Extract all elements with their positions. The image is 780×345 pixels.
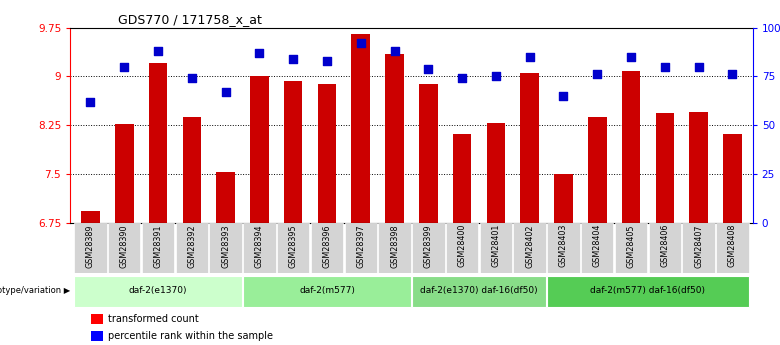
Bar [317,84,336,223]
Text: transformed count: transformed count [108,314,199,324]
Point [186,76,198,81]
Point [118,64,130,69]
Bar [216,172,235,223]
Text: GSM28393: GSM28393 [221,224,230,267]
Text: daf-2(m577): daf-2(m577) [299,286,355,295]
Point [84,99,97,105]
Text: GSM28401: GSM28401 [491,224,501,267]
Point [287,56,300,61]
Bar [183,117,201,223]
Bar [352,34,370,223]
Bar [310,223,343,273]
Text: daf-2(e1370): daf-2(e1370) [129,286,187,295]
Bar [520,73,539,223]
Bar [90,314,103,324]
Bar [649,223,681,273]
Text: GSM28398: GSM28398 [390,224,399,267]
Point [591,72,604,77]
Bar [250,76,268,223]
Text: GSM28390: GSM28390 [120,224,129,267]
Point [422,66,434,71]
Bar [588,117,607,223]
Point [321,58,333,63]
Point [658,64,671,69]
Point [219,89,232,95]
Bar [581,223,614,273]
Text: GSM28406: GSM28406 [661,224,669,267]
Bar [243,223,275,273]
Bar [378,223,411,273]
Text: GSM28400: GSM28400 [458,224,466,267]
Bar [453,134,471,223]
Bar [412,223,445,273]
Bar [243,276,411,307]
Text: GSM28404: GSM28404 [593,224,602,267]
Point [523,54,536,60]
Bar [385,53,404,223]
Bar [284,81,303,223]
Text: GSM28396: GSM28396 [322,224,332,267]
Text: GSM28402: GSM28402 [525,224,534,267]
Text: genotype/variation ▶: genotype/variation ▶ [0,286,70,295]
Bar [74,223,107,273]
Bar [622,71,640,223]
Bar [419,84,438,223]
Point [625,54,637,60]
Bar [690,112,708,223]
Point [693,64,705,69]
Bar [412,276,546,307]
Text: GSM28389: GSM28389 [86,224,95,267]
Bar [90,331,103,341]
Point [152,48,165,54]
Text: GSM28392: GSM28392 [187,224,197,268]
Bar [723,134,742,223]
Text: GSM28405: GSM28405 [626,224,636,267]
Bar [548,276,749,307]
Text: GSM28397: GSM28397 [356,224,365,268]
Point [490,73,502,79]
Bar [277,223,310,273]
Bar [115,124,133,223]
Text: GSM28408: GSM28408 [728,224,737,267]
Bar [615,223,647,273]
Text: GSM28407: GSM28407 [694,224,703,267]
Bar [209,223,242,273]
Bar [487,123,505,223]
Text: daf-2(e1370) daf-16(df50): daf-2(e1370) daf-16(df50) [420,286,538,295]
Text: GSM28391: GSM28391 [154,224,162,267]
Text: GSM28395: GSM28395 [289,224,298,268]
Point [456,76,468,81]
Text: GDS770 / 171758_x_at: GDS770 / 171758_x_at [118,13,262,27]
Bar [81,211,100,223]
Bar [555,174,573,223]
Bar [108,223,140,273]
Bar [74,276,242,307]
Point [254,50,266,56]
Point [726,72,739,77]
Bar [480,223,512,273]
Bar [446,223,478,273]
Bar [149,63,168,223]
Bar [716,223,749,273]
Text: GSM28403: GSM28403 [559,224,568,267]
Bar [682,223,714,273]
Text: percentile rank within the sample: percentile rank within the sample [108,331,274,341]
Bar [345,223,377,273]
Bar [513,223,546,273]
Bar [176,223,208,273]
Point [355,40,367,46]
Text: daf-2(m577) daf-16(df50): daf-2(m577) daf-16(df50) [590,286,705,295]
Bar [655,114,674,223]
Bar [548,223,580,273]
Text: GSM28394: GSM28394 [255,224,264,267]
Bar [142,223,174,273]
Point [388,48,401,54]
Point [557,93,569,99]
Text: GSM28399: GSM28399 [424,224,433,268]
